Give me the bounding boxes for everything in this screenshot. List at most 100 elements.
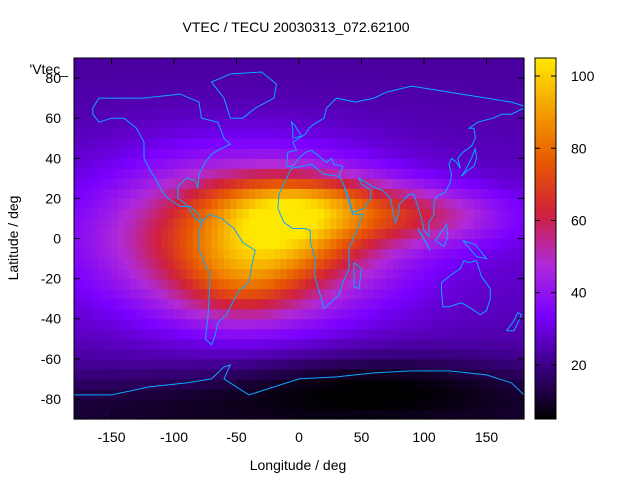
heatmap-cell	[461, 68, 469, 79]
heatmap-cell	[80, 358, 88, 370]
heatmap-cell	[211, 358, 219, 370]
heatmap-cell	[124, 218, 131, 230]
heatmap-cell	[405, 378, 413, 390]
heatmap-cell	[149, 88, 156, 99]
heatmap-cell	[149, 338, 156, 350]
heatmap-cell	[74, 88, 81, 99]
heatmap-cell	[161, 208, 169, 220]
heatmap-cell	[330, 258, 338, 270]
heatmap-cell	[330, 408, 338, 420]
heatmap-cell	[492, 118, 500, 129]
heatmap-cell	[442, 258, 450, 270]
heatmap-cell	[224, 98, 231, 109]
heatmap-cell	[99, 128, 106, 139]
heatmap-cell	[286, 228, 294, 240]
heatmap-cell	[424, 98, 431, 109]
heatmap-cell	[455, 268, 463, 280]
heatmap-cell	[499, 188, 506, 199]
heatmap-cell	[505, 378, 513, 390]
heatmap-cell	[449, 208, 456, 220]
heatmap-cell	[174, 248, 181, 260]
heatmap-cell	[142, 298, 150, 310]
heatmap-cell	[124, 68, 131, 79]
heatmap-cell	[367, 78, 375, 89]
heatmap-cell	[180, 318, 188, 330]
heatmap-cell	[492, 358, 500, 370]
heatmap-cell	[161, 318, 169, 330]
heatmap-cell	[480, 338, 488, 350]
heatmap-cell	[236, 348, 244, 360]
heatmap-cell	[424, 278, 431, 290]
heatmap-cell	[499, 218, 506, 230]
heatmap-cell	[511, 128, 519, 139]
heatmap-cell	[117, 78, 125, 89]
heatmap-cell	[461, 278, 469, 290]
heatmap-cell	[386, 268, 394, 280]
heatmap-cell	[374, 328, 381, 340]
heatmap-cell	[199, 228, 206, 240]
heatmap-cell	[105, 58, 113, 69]
heatmap-cell	[80, 318, 88, 330]
heatmap-cell	[74, 108, 81, 119]
heatmap-cell	[155, 248, 163, 260]
heatmap-cell	[467, 208, 475, 220]
heatmap-cell	[405, 308, 413, 320]
heatmap-cell	[174, 68, 181, 79]
heatmap-cell	[399, 168, 406, 179]
heatmap-cell	[517, 158, 525, 169]
x-tick-label: -50	[226, 429, 246, 445]
heatmap-cell	[342, 398, 350, 410]
heatmap-cell	[167, 358, 175, 370]
heatmap-cell	[199, 368, 206, 380]
heatmap-cell	[386, 328, 394, 340]
heatmap-cell	[436, 88, 444, 99]
heatmap-cell	[355, 148, 363, 159]
heatmap-cell	[442, 238, 450, 250]
heatmap-cell	[224, 228, 231, 240]
heatmap-cell	[261, 208, 269, 220]
heatmap-cell	[236, 178, 244, 189]
heatmap-cell	[211, 88, 219, 99]
heatmap-cell	[161, 88, 169, 99]
heatmap-cell	[461, 328, 469, 340]
heatmap-cell	[211, 228, 219, 240]
heatmap-cell	[124, 188, 131, 199]
heatmap-cell	[92, 348, 100, 360]
heatmap-cell	[324, 338, 331, 350]
heatmap-cell	[80, 58, 88, 69]
heatmap-cell	[517, 68, 525, 79]
heatmap-cell	[111, 258, 119, 270]
heatmap-cell	[392, 268, 400, 280]
heatmap-cell	[230, 198, 238, 210]
heatmap-cell	[330, 248, 338, 260]
heatmap-cell	[324, 178, 331, 189]
heatmap-cell	[405, 388, 413, 400]
heatmap-cell	[336, 158, 344, 169]
heatmap-cell	[161, 68, 169, 79]
heatmap-cell	[86, 248, 94, 260]
heatmap-cell	[199, 108, 206, 119]
heatmap-cell	[230, 328, 238, 340]
heatmap-cell	[217, 308, 225, 320]
heatmap-cell	[142, 78, 150, 89]
heatmap-cell	[74, 168, 81, 179]
heatmap-cell	[192, 98, 200, 109]
heatmap-cell	[149, 238, 156, 250]
heatmap-cell	[442, 308, 450, 320]
heatmap-cell	[361, 198, 369, 210]
heatmap-cell	[255, 198, 263, 210]
heatmap-cell	[92, 408, 100, 420]
heatmap-cell	[499, 98, 506, 109]
heatmap-cell	[286, 118, 294, 129]
heatmap-cell	[449, 138, 456, 149]
heatmap-cell	[99, 98, 106, 109]
heatmap-cell	[274, 298, 281, 310]
heatmap-cell	[255, 348, 263, 360]
heatmap-cell	[180, 288, 188, 300]
heatmap-cell	[424, 378, 431, 390]
heatmap-cell	[299, 338, 306, 350]
heatmap-cell	[399, 268, 406, 280]
heatmap-cell	[430, 218, 438, 230]
heatmap-cell	[392, 358, 400, 370]
heatmap-cell	[499, 258, 506, 270]
